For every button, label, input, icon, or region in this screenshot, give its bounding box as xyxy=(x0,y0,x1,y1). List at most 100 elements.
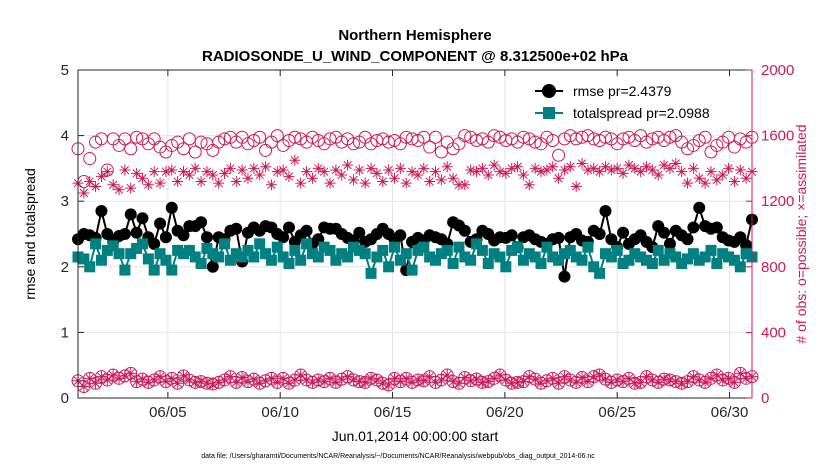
asterisk-mark xyxy=(717,169,729,181)
obs-assimilated-point xyxy=(588,162,600,174)
obs-assimilated-point xyxy=(142,179,154,191)
asterisk-mark xyxy=(740,172,752,184)
spread-point xyxy=(588,261,600,273)
spread-point xyxy=(365,267,377,279)
asterisk-mark xyxy=(125,182,137,194)
asterisk-mark xyxy=(418,162,430,174)
rmse-point xyxy=(277,231,290,244)
asterisk-mark xyxy=(570,180,582,192)
asterisk-mark xyxy=(260,161,272,173)
obs-assimilated-point xyxy=(523,179,535,191)
asterisk-mark xyxy=(699,376,711,388)
asterisk-mark xyxy=(430,166,442,178)
asterisk-mark xyxy=(359,376,371,388)
obs-possible-point xyxy=(188,145,202,159)
obs-assimilated-point xyxy=(113,184,125,196)
spread-point xyxy=(101,244,113,256)
obs-assimilated-point xyxy=(435,174,447,186)
obs-possible-point xyxy=(270,129,284,143)
asterisk-mark xyxy=(201,166,213,178)
asterisk-mark xyxy=(564,161,576,173)
asterisk-mark xyxy=(295,369,307,381)
spread-point xyxy=(594,267,606,279)
obs-possible-point xyxy=(569,132,583,146)
spread-point xyxy=(465,254,477,266)
chart-subtitle: RADIOSONDE_U_WIND_COMPONENT @ 8.312500e+… xyxy=(202,48,629,65)
spread-point xyxy=(388,241,400,253)
asterisk-mark xyxy=(459,372,471,383)
obs-possible-point xyxy=(323,132,337,146)
asterisk-mark xyxy=(418,375,430,387)
spread-point xyxy=(441,244,453,256)
rmse-point xyxy=(154,217,167,230)
asterisk-mark xyxy=(230,176,242,188)
rmse-point xyxy=(740,239,753,252)
obs-assimilated-point xyxy=(160,166,172,178)
obs-low-point xyxy=(77,380,91,394)
asterisk-mark xyxy=(172,176,184,188)
obs-assimilated-point xyxy=(195,176,207,188)
spread-point xyxy=(506,244,518,256)
asterisk-mark xyxy=(465,164,477,176)
asterisk-mark xyxy=(177,370,189,382)
spread-point xyxy=(676,258,688,270)
asterisk-mark xyxy=(424,176,436,188)
spread-point xyxy=(400,248,412,260)
asterisk-mark xyxy=(459,179,471,191)
rmse-point xyxy=(593,228,606,240)
obs-assimilated-point xyxy=(676,166,688,178)
spread-point xyxy=(318,241,330,253)
rmse-point xyxy=(148,237,161,250)
obs-assimilated-point xyxy=(394,162,406,174)
obs-assimilated-point xyxy=(494,166,506,178)
spread-point xyxy=(734,261,746,273)
obs-low-point xyxy=(171,376,185,390)
rmse-point xyxy=(681,233,694,246)
asterisk-mark xyxy=(160,376,172,388)
spread-point xyxy=(723,251,735,263)
obs-assimilated-point xyxy=(441,161,453,173)
spread-point xyxy=(670,251,682,263)
rmse-point xyxy=(353,226,366,239)
obs-assimilated-point xyxy=(500,167,512,179)
asterisk-mark xyxy=(148,166,160,178)
obs-assimilated-point xyxy=(418,162,430,174)
asterisk-mark xyxy=(353,164,365,176)
spread-point xyxy=(617,258,629,270)
spread-point xyxy=(424,251,436,263)
asterisk-mark xyxy=(342,371,354,383)
asterisk-mark xyxy=(676,166,688,178)
asterisk-mark xyxy=(682,376,694,388)
obs-assimilated-point xyxy=(125,182,137,194)
spread-point xyxy=(342,251,354,263)
obs-assimilated-point xyxy=(101,166,113,178)
spread-point xyxy=(183,244,195,256)
legend: rmse pr=2.4379 totalspread pr=2.0988 xyxy=(528,77,742,125)
obs-assimilated-point xyxy=(230,176,242,188)
asterisk-mark xyxy=(734,164,746,176)
spread-point xyxy=(394,254,406,266)
spread-point xyxy=(711,258,723,270)
asterisk-mark xyxy=(172,377,184,389)
asterisk-mark xyxy=(136,373,148,385)
asterisk-mark xyxy=(365,162,377,174)
x-tick-label: 06/20 xyxy=(486,404,524,421)
spread-point xyxy=(488,248,500,260)
spread-point xyxy=(406,264,418,276)
asterisk-mark xyxy=(101,374,113,386)
obs-possible-point xyxy=(528,135,542,149)
spread-point xyxy=(289,244,301,256)
asterisk-mark xyxy=(283,171,295,183)
asterisk-mark xyxy=(687,162,699,174)
obs-assimilated-point xyxy=(682,177,694,189)
asterisk-mark xyxy=(635,376,647,388)
obs-assimilated-point xyxy=(629,162,641,174)
obs-assimilated-point xyxy=(219,167,231,179)
spread-point xyxy=(359,248,371,260)
asterisk-mark xyxy=(582,376,594,388)
spread-point xyxy=(160,254,172,266)
asterisk-mark xyxy=(213,177,225,189)
asterisk-mark xyxy=(629,162,641,174)
spread-point xyxy=(189,251,201,263)
rmse-point xyxy=(558,270,571,283)
